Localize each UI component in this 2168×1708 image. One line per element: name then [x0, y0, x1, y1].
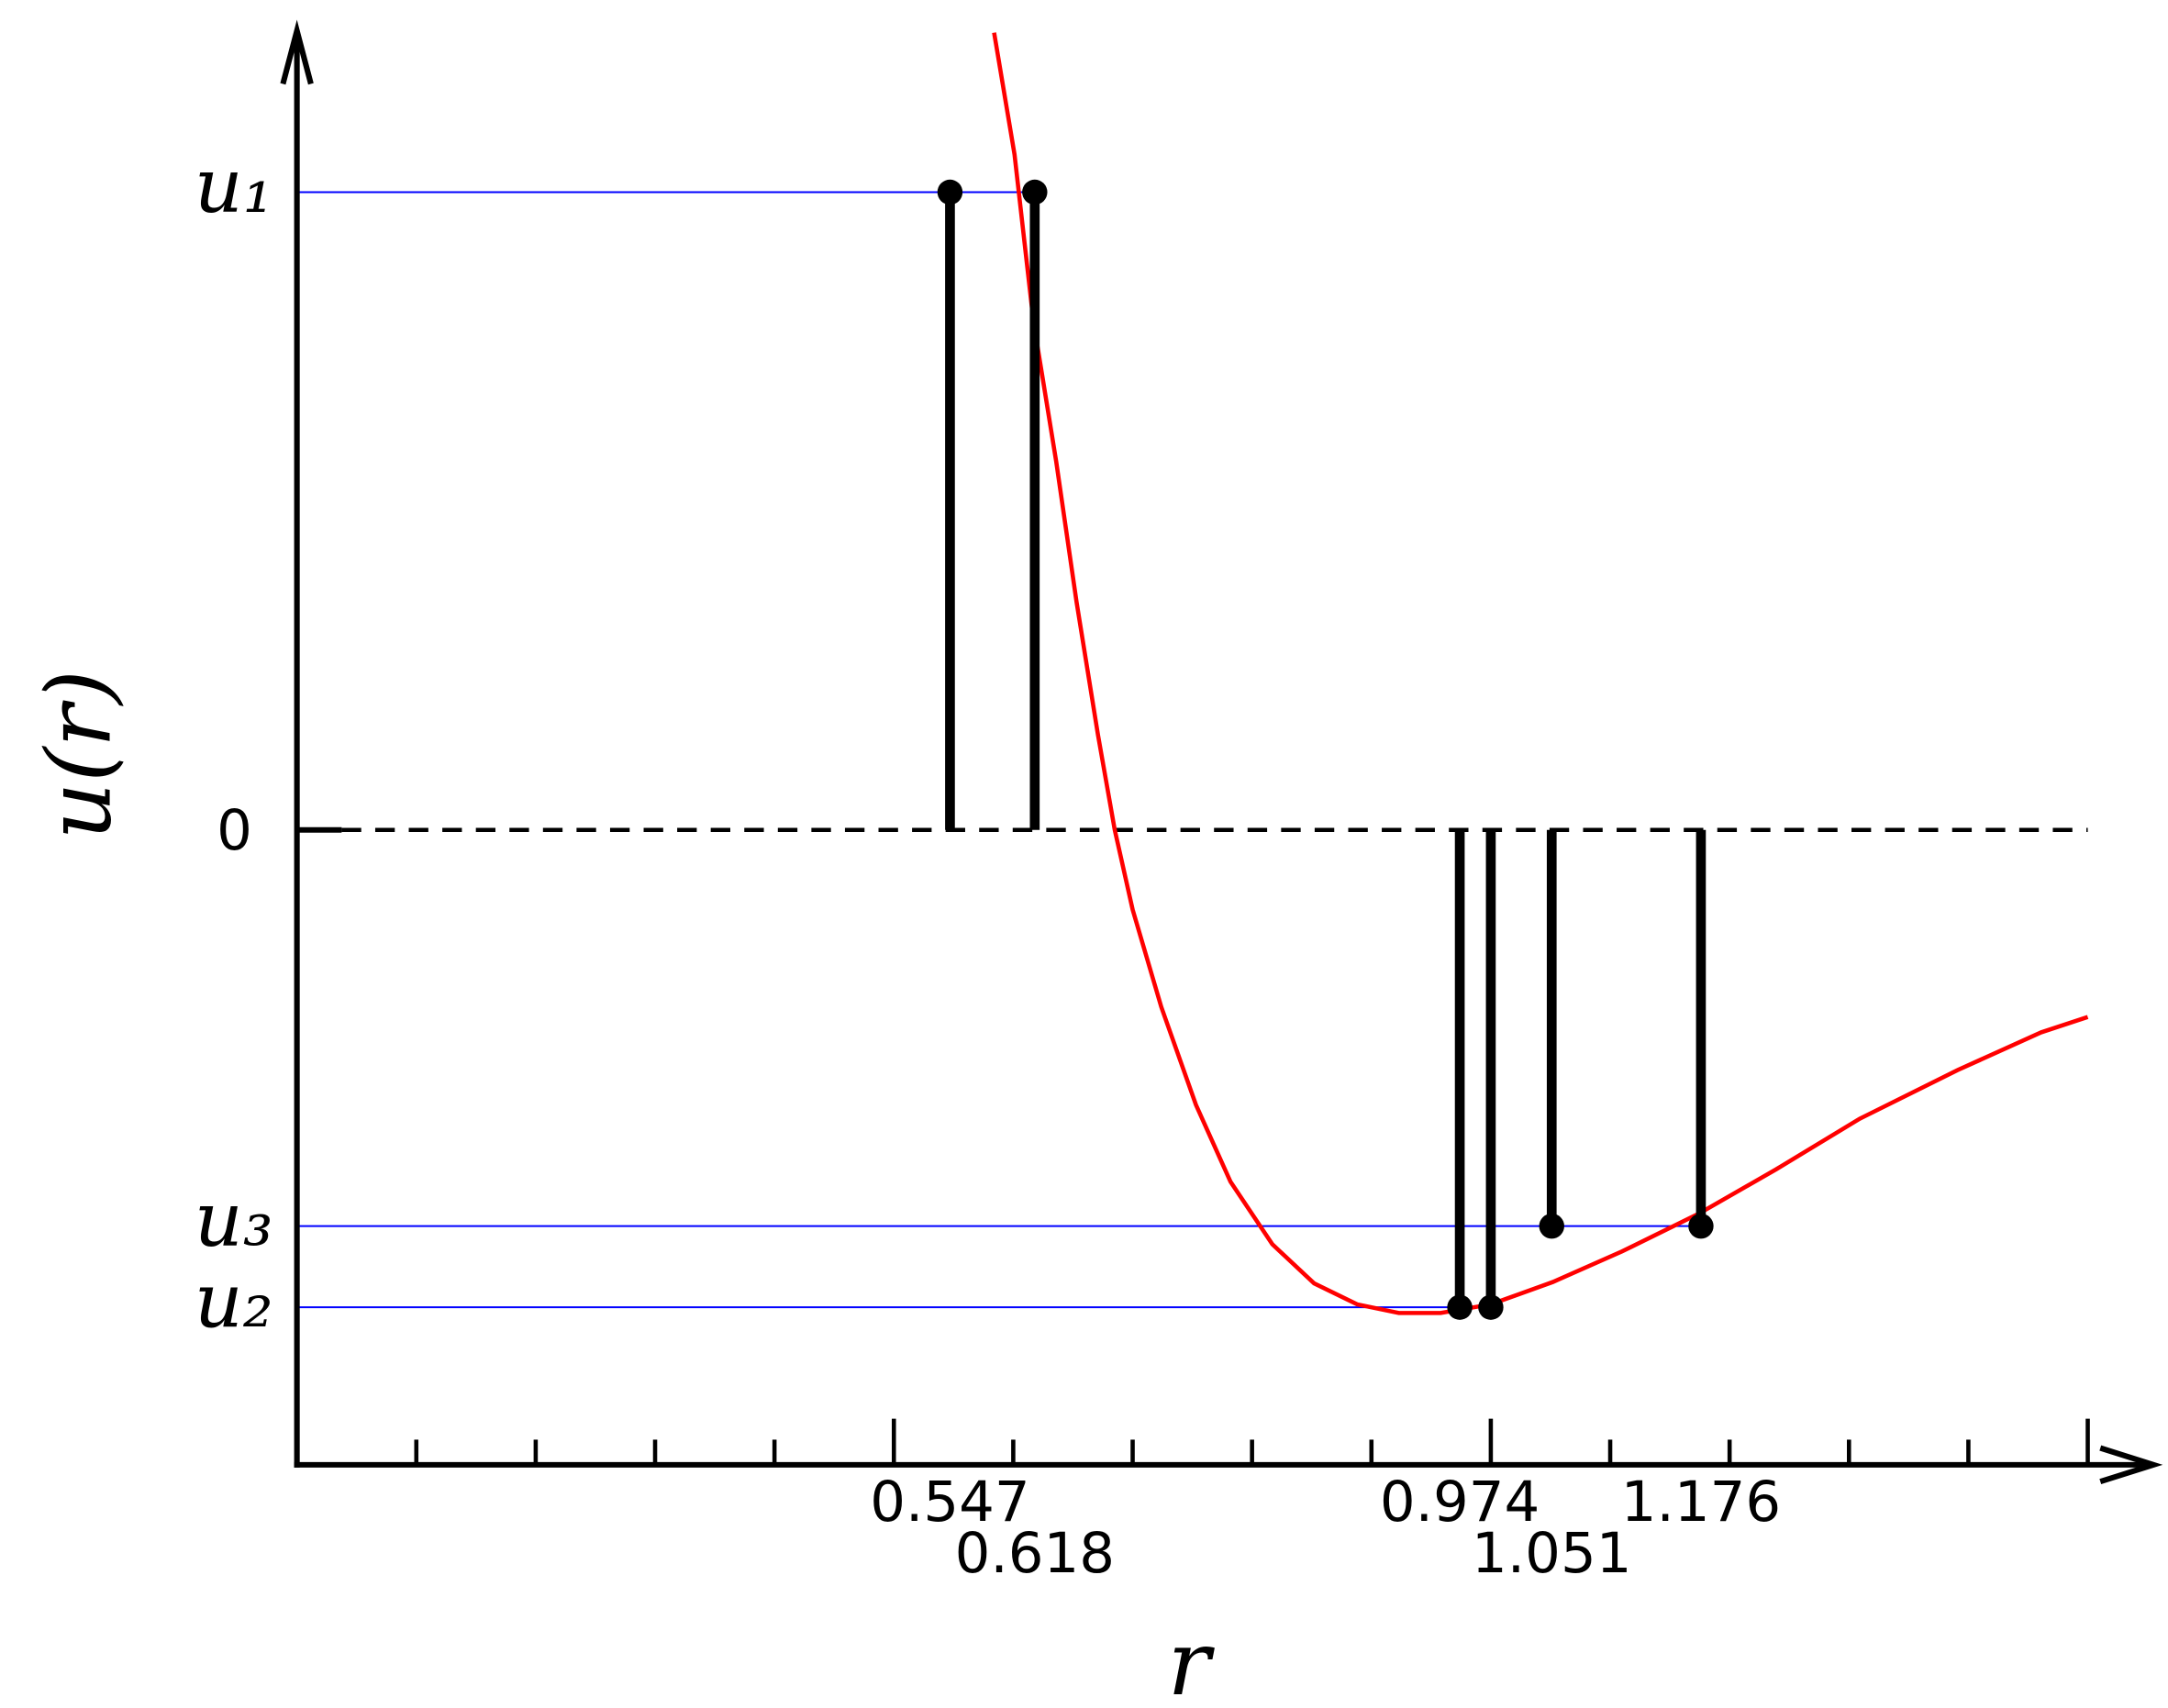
step-dot	[937, 179, 963, 205]
x-axis-arrow	[2099, 1445, 2163, 1485]
step-dot	[1539, 1213, 1564, 1239]
y-axis-arrow	[280, 19, 314, 85]
r-label: 1.176	[1621, 1470, 1781, 1535]
r-label: 1.051	[1472, 1521, 1631, 1586]
y-axis-label: u(r)	[26, 670, 130, 839]
y-tick-label: u₂	[195, 1258, 273, 1345]
step-dot	[1478, 1294, 1504, 1320]
r-label: 0.974	[1380, 1470, 1540, 1535]
r-label: 0.618	[955, 1521, 1115, 1586]
r-label: 0.547	[870, 1470, 1029, 1535]
y-tick-label: 0	[217, 798, 252, 863]
y-tick-label: u₁	[195, 143, 273, 230]
step-dot	[1447, 1294, 1473, 1320]
y-tick-label: u₃	[195, 1177, 273, 1264]
potential-curve	[992, 32, 2089, 1315]
step-dot	[1688, 1213, 1714, 1239]
x-axis-label: r	[1167, 1611, 1215, 1708]
step-dot	[1022, 179, 1048, 205]
